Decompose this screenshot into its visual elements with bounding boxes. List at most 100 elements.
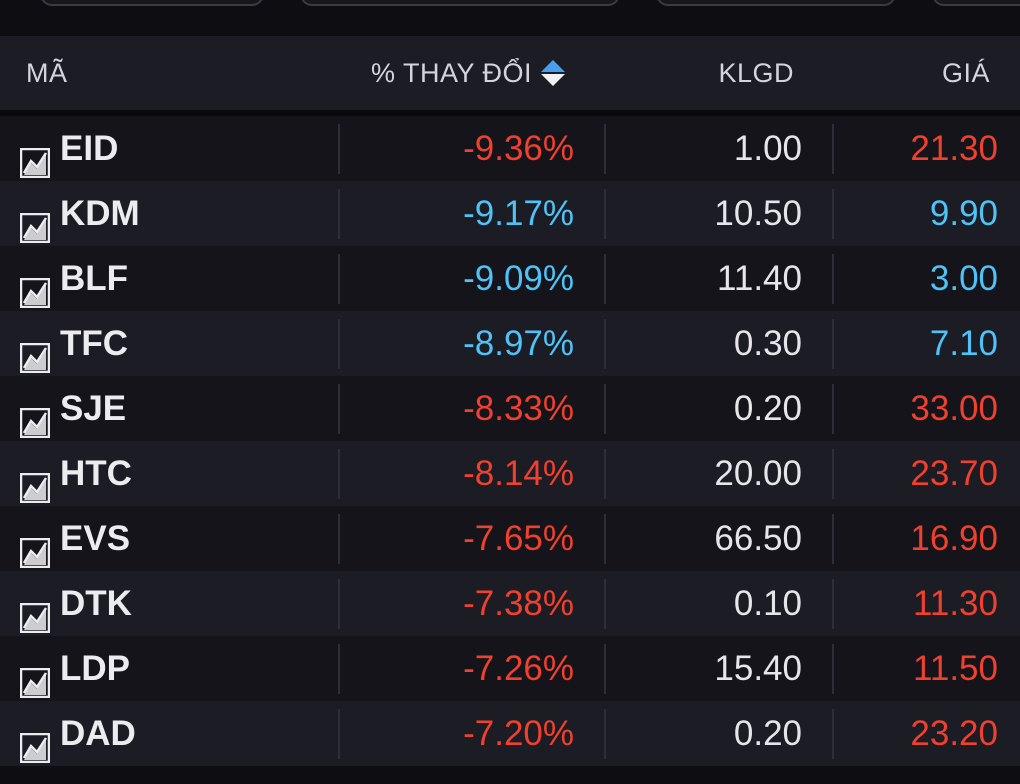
table-row[interactable]: BLF -9.09% 11.40 3.00: [0, 246, 1020, 311]
top-tab-4[interactable]: [932, 0, 1020, 6]
volume-cell: 20.00: [714, 454, 802, 493]
volume-cell: 0.20: [733, 714, 802, 753]
symbol-label: BLF: [60, 259, 129, 298]
symbol-label: EVS: [60, 519, 131, 558]
column-divider: [832, 709, 834, 759]
volume-cell: 10.50: [714, 194, 802, 233]
symbol-label: EID: [60, 129, 119, 168]
chart-icon[interactable]: [19, 394, 51, 438]
column-divider: [604, 254, 606, 304]
symbol-label: KDM: [60, 194, 140, 233]
chart-icon[interactable]: [19, 264, 51, 308]
column-divider: [604, 124, 606, 174]
column-divider: [338, 709, 340, 759]
symbol-label: DTK: [60, 584, 132, 623]
top-tab-strip: [0, 0, 1020, 36]
chart-icon[interactable]: [19, 459, 51, 503]
symbol-cell[interactable]: EVS: [19, 506, 131, 571]
symbol-cell[interactable]: TFC: [19, 311, 129, 376]
column-divider: [604, 189, 606, 239]
column-header-price[interactable]: GIÁ: [941, 58, 990, 88]
column-divider: [832, 514, 834, 564]
column-divider: [604, 709, 606, 759]
change-cell: -9.36%: [463, 129, 574, 168]
volume-cell: 0.20: [733, 389, 802, 428]
column-divider: [604, 319, 606, 369]
price-cell: 23.70: [910, 454, 998, 493]
column-header-change-label: % THAY ĐỔI: [370, 58, 532, 88]
table-header: MÃ % THAY ĐỔI KLGD GIÁ: [0, 36, 1020, 110]
column-divider: [832, 449, 834, 499]
symbol-cell[interactable]: SJE: [19, 376, 126, 441]
volume-cell: 15.40: [714, 649, 802, 688]
table-row[interactable]: DTK -7.38% 0.10 11.30: [0, 571, 1020, 636]
table-row[interactable]: TFC -8.97% 0.30 7.10: [0, 311, 1020, 376]
table-row[interactable]: EID -9.36% 1.00 21.30: [0, 116, 1020, 181]
volume-cell: 11.40: [717, 259, 802, 298]
table-row[interactable]: EVS -7.65% 66.50 16.90: [0, 506, 1020, 571]
chart-icon[interactable]: [19, 329, 51, 373]
symbol-label: LDP: [60, 649, 130, 688]
symbol-cell[interactable]: KDM: [19, 181, 140, 246]
symbol-cell[interactable]: DAD: [19, 701, 136, 766]
top-tab-3[interactable]: [656, 0, 896, 6]
change-cell: -7.65%: [463, 519, 574, 558]
price-cell: 16.90: [910, 519, 998, 558]
volume-cell: 66.50: [714, 519, 802, 558]
column-divider: [604, 644, 606, 694]
column-divider: [832, 384, 834, 434]
change-cell: -9.09%: [463, 259, 574, 298]
top-tab-2[interactable]: [300, 0, 620, 6]
column-header-symbol[interactable]: MÃ: [26, 58, 68, 88]
column-divider: [338, 644, 340, 694]
column-divider: [832, 254, 834, 304]
sort-up-icon: [541, 60, 565, 72]
chart-icon[interactable]: [19, 719, 51, 763]
volume-cell: 1.00: [733, 129, 802, 168]
column-divider: [832, 579, 834, 629]
table-row[interactable]: SJE -8.33% 0.20 33.00: [0, 376, 1020, 441]
symbol-cell[interactable]: BLF: [19, 246, 129, 311]
column-divider: [338, 579, 340, 629]
table-row[interactable]: HTC -8.14% 20.00 23.70: [0, 441, 1020, 506]
column-divider: [604, 514, 606, 564]
symbol-cell[interactable]: EID: [19, 116, 119, 181]
column-divider: [604, 579, 606, 629]
chart-icon[interactable]: [19, 589, 51, 633]
chart-icon[interactable]: [19, 199, 51, 243]
symbol-label: DAD: [60, 714, 136, 753]
symbol-cell[interactable]: DTK: [19, 571, 132, 636]
table-row[interactable]: LDP -7.26% 15.40 11.50: [0, 636, 1020, 701]
column-divider: [832, 644, 834, 694]
sort-up-down-icon[interactable]: [540, 58, 566, 88]
top-tab-1[interactable]: [40, 0, 264, 6]
change-cell: -7.20%: [463, 714, 574, 753]
column-divider: [338, 254, 340, 304]
chart-icon[interactable]: [19, 524, 51, 568]
change-cell: -9.17%: [463, 194, 574, 233]
table-row[interactable]: KDM -9.17% 10.50 9.90: [0, 181, 1020, 246]
symbol-cell[interactable]: HTC: [19, 441, 132, 506]
header-divider: [0, 110, 1020, 116]
symbol-label: HTC: [60, 454, 132, 493]
volume-cell: 0.30: [733, 324, 802, 363]
symbol-cell[interactable]: LDP: [19, 636, 130, 701]
price-cell: 11.50: [913, 649, 998, 688]
change-cell: -7.38%: [463, 584, 574, 623]
column-divider: [338, 124, 340, 174]
price-cell: 33.00: [910, 389, 998, 428]
table-row[interactable]: DAD -7.20% 0.20 23.20: [0, 701, 1020, 766]
column-divider: [338, 514, 340, 564]
column-divider: [338, 449, 340, 499]
change-cell: -8.33%: [463, 389, 574, 428]
column-header-change[interactable]: % THAY ĐỔI: [371, 36, 566, 110]
column-divider: [338, 319, 340, 369]
symbol-label: TFC: [60, 324, 129, 363]
change-cell: -7.26%: [463, 649, 574, 688]
column-header-volume[interactable]: KLGD: [718, 58, 794, 88]
change-cell: -8.97%: [463, 324, 574, 363]
column-divider: [604, 384, 606, 434]
chart-icon[interactable]: [19, 654, 51, 698]
chart-icon[interactable]: [19, 134, 51, 178]
price-cell: 11.30: [913, 584, 998, 623]
